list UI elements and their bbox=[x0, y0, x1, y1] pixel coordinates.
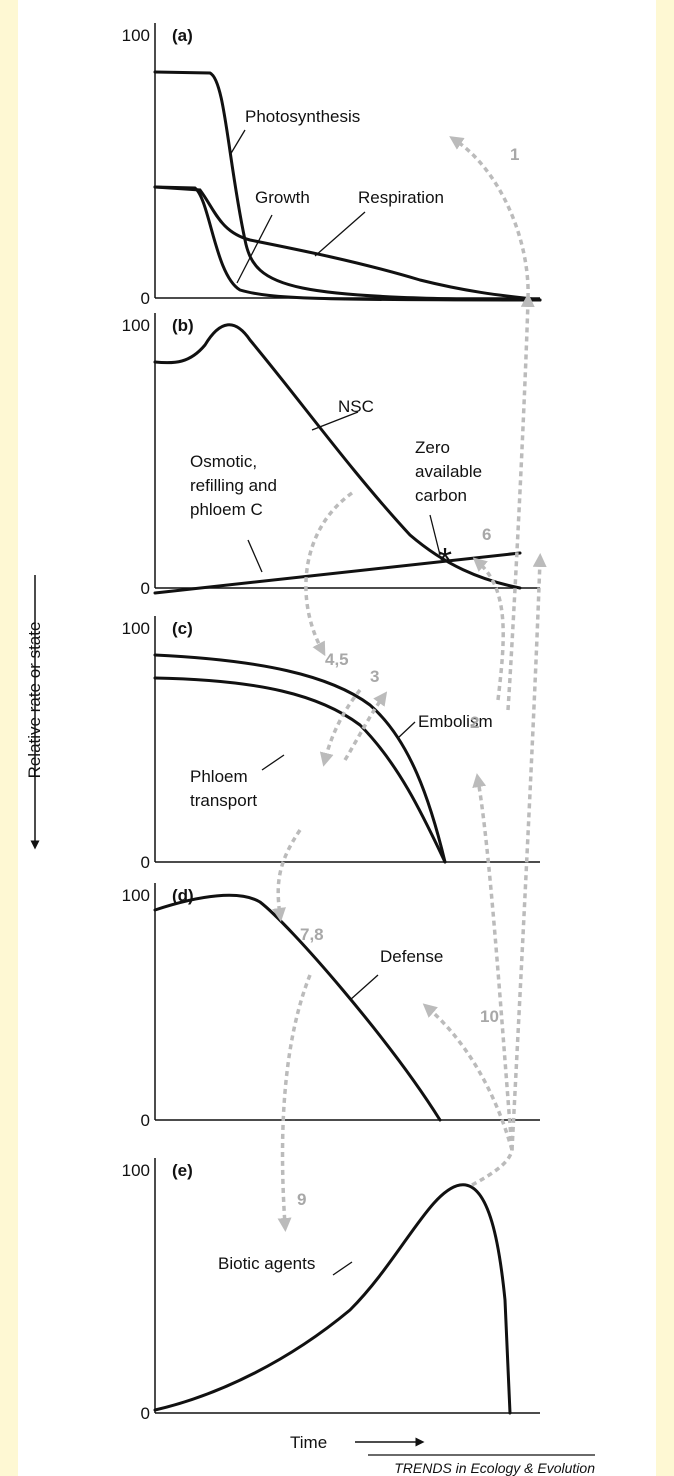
curve-label: Embolism bbox=[418, 712, 493, 731]
arrow-number: 7,8 bbox=[300, 925, 324, 944]
x-axis-label: Time bbox=[290, 1433, 327, 1452]
curve-label: carbon bbox=[415, 486, 467, 505]
y-bottom-label: 0 bbox=[141, 1111, 150, 1130]
curve-label: Defense bbox=[380, 947, 443, 966]
footer: TRENDS in Ecology & Evolution bbox=[394, 1460, 595, 1476]
arrow-number: 4,5 bbox=[325, 650, 349, 669]
y-bottom-label: 0 bbox=[141, 579, 150, 598]
curve-label: available bbox=[415, 462, 482, 481]
y-bottom-label: 0 bbox=[141, 1404, 150, 1423]
curve-label: Zero bbox=[415, 438, 450, 457]
arrow-number: 1 bbox=[510, 145, 519, 164]
arrow-number: 6 bbox=[482, 525, 491, 544]
arrow-number: 10 bbox=[480, 1007, 499, 1026]
arrow-number: 3 bbox=[370, 667, 379, 686]
panel-area bbox=[18, 0, 656, 1476]
curve-label: Biotic agents bbox=[218, 1254, 315, 1273]
panel-label: (a) bbox=[172, 26, 193, 45]
curve-label: phloem C bbox=[190, 500, 263, 519]
curve-label: NSC bbox=[338, 397, 374, 416]
labels: (a) 100 0 (b) 100 0 (c) 100 0 (d) 100 0 (e) 100 0 Photo… bbox=[122, 26, 520, 1423]
curve-label: Phloem bbox=[190, 767, 248, 786]
y-axis-label: Relative rate or state bbox=[25, 622, 44, 779]
curve-label: Respiration bbox=[358, 188, 444, 207]
y-bottom-label: 0 bbox=[141, 853, 150, 872]
curve-label: transport bbox=[190, 791, 257, 810]
y-top-label: 100 bbox=[122, 886, 150, 905]
curve-label: Osmotic, bbox=[190, 452, 257, 471]
arrow-number: 9 bbox=[297, 1190, 306, 1209]
arrow-number: 2 bbox=[470, 713, 479, 732]
y-top-label: 100 bbox=[122, 316, 150, 335]
panel-label: (e) bbox=[172, 1161, 193, 1180]
panel-label: (d) bbox=[172, 886, 194, 905]
y-bottom-label: 0 bbox=[141, 289, 150, 308]
curve-label: refilling and bbox=[190, 476, 277, 495]
curve-label: Growth bbox=[255, 188, 310, 207]
y-top-label: 100 bbox=[122, 1161, 150, 1180]
panel-label: (c) bbox=[172, 619, 193, 638]
curves: * bbox=[153, 70, 542, 1415]
curve-label: Photosynthesis bbox=[245, 107, 360, 126]
y-top-label: 100 bbox=[122, 619, 150, 638]
arrows bbox=[272, 136, 547, 1232]
y-top-label: 100 bbox=[122, 26, 150, 45]
star: * bbox=[438, 540, 452, 581]
panel-label: (b) bbox=[172, 316, 194, 335]
